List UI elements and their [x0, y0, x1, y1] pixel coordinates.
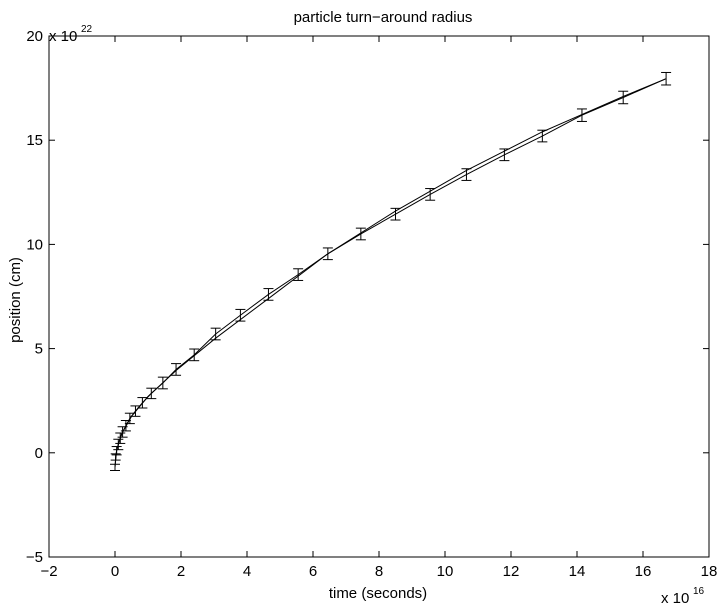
x-tick-label: 14	[569, 563, 586, 580]
series-layer	[110, 71, 672, 472]
y-tick-label: −5	[26, 549, 43, 566]
x-tick-label: 4	[243, 563, 251, 580]
x-multiplier-base: x 10	[661, 590, 689, 607]
x-multiplier-exponent: 16	[693, 586, 705, 597]
y-tick-label: 10	[26, 236, 43, 253]
plot-area	[48, 35, 710, 558]
x-axis-label: time (seconds)	[329, 585, 427, 602]
x-tick-label: 8	[375, 563, 383, 580]
error-bar	[189, 348, 200, 362]
y-multiplier-exponent: 22	[81, 24, 93, 35]
series-2-line	[114, 78, 667, 468]
y-axis-multiplier: x 10 22	[49, 24, 93, 45]
x-axis-multiplier: x 10 16	[661, 586, 705, 607]
x-axis-ticks: −2 0 2 4 6 8 10 12 14 16 18	[40, 36, 717, 580]
x-tick-label: 12	[503, 563, 520, 580]
error-bar	[293, 268, 304, 281]
y-tick-label: 15	[26, 132, 43, 149]
error-bar	[425, 188, 436, 201]
x-tick-label: 0	[111, 563, 119, 580]
y-tick-label: 5	[35, 341, 43, 358]
x-tick-label: −2	[40, 563, 57, 580]
error-bar	[355, 227, 366, 241]
y-tick-label: 0	[35, 445, 43, 462]
error-bar	[618, 90, 629, 105]
x-tick-label: 2	[177, 563, 185, 580]
y-axis-ticks: −5 0 5 10 15 20	[26, 28, 709, 566]
x-tick-label: 10	[437, 563, 454, 580]
error-bar	[576, 108, 587, 122]
y-multiplier-base: x 10	[49, 28, 77, 45]
x-tick-label: 18	[701, 563, 718, 580]
x-tick-label: 16	[635, 563, 652, 580]
x-tick-label: 6	[309, 563, 317, 580]
error-bar	[171, 363, 182, 376]
chart-title: particle turn−around radius	[294, 9, 473, 26]
y-tick-label: 20	[26, 28, 43, 45]
y-axis-label: position (cm)	[7, 257, 24, 343]
error-bar	[390, 207, 401, 221]
